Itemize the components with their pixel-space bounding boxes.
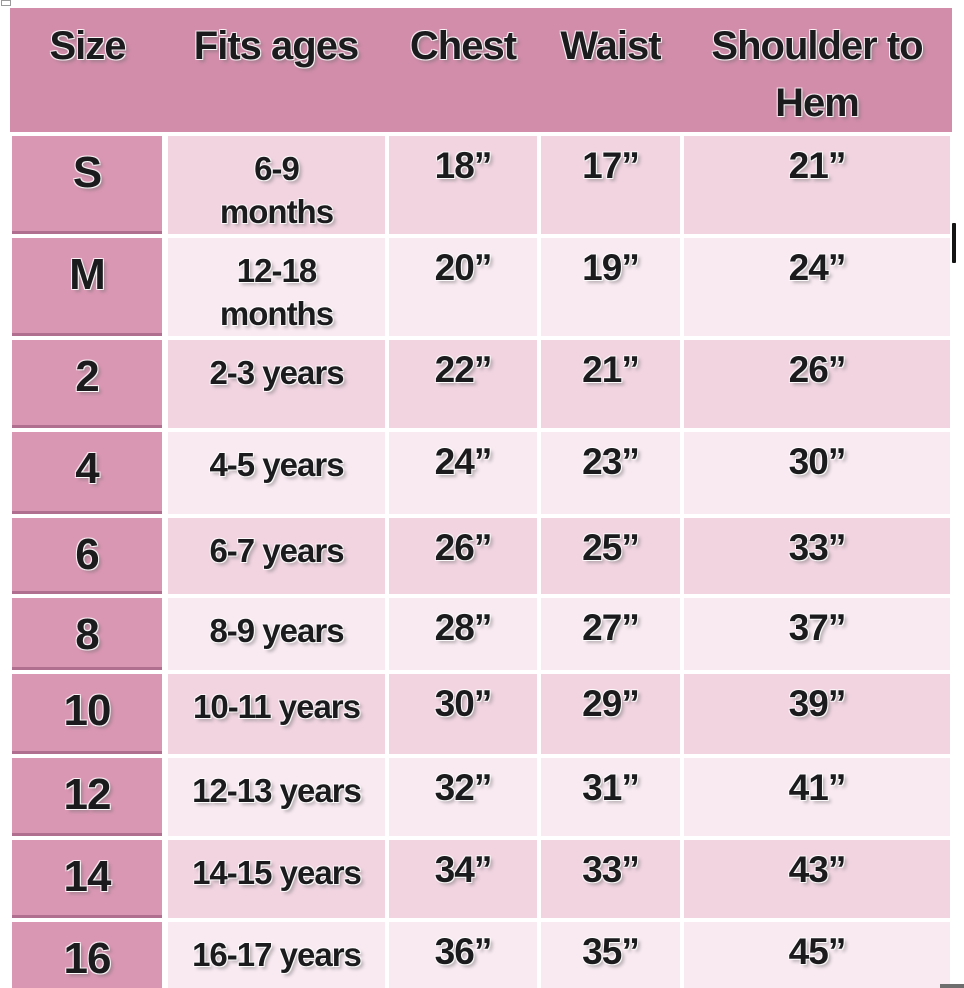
header-cell-waist: Waist [539, 8, 682, 136]
cell-fits-ages: 16-17 years [163, 917, 389, 988]
cell-fits-ages: 12-13 years [163, 753, 389, 840]
cell-shoulder-to-hem: 43” [680, 835, 954, 922]
cell-size: S [8, 131, 168, 238]
cell-chest: 30” [385, 669, 541, 758]
cell-size: M [8, 233, 168, 340]
cell-chest: 26” [385, 513, 541, 598]
cell-waist: 17” [537, 131, 684, 238]
cell-fits-ages: 12-18 months [163, 233, 389, 340]
table-row: 16 16-17 years 36” 35” 45” [8, 917, 954, 988]
header-cell-shoulder-to-hem: Shoulder to Hem [682, 8, 952, 136]
cell-fits-ages: 6-9 months [163, 131, 389, 238]
cell-shoulder-to-hem: 37” [680, 593, 954, 674]
table-row: 8 8-9 years 28” 27” 37” [8, 593, 954, 674]
cell-size: 2 [8, 335, 168, 432]
bottom-edge-artifact [940, 984, 964, 988]
cell-shoulder-to-hem: 39” [680, 669, 954, 758]
cell-chest: 18” [385, 131, 541, 238]
cell-size: 10 [8, 669, 168, 758]
cell-chest: 24” [385, 427, 541, 518]
header-cell-size: Size [10, 8, 165, 136]
cell-chest: 34” [385, 835, 541, 922]
cell-waist: 21” [537, 335, 684, 432]
cell-waist: 19” [537, 233, 684, 340]
table-row: S 6-9 months 18” 17” 21” [8, 131, 954, 238]
cell-fits-ages: 8-9 years [163, 593, 389, 674]
table-row: 10 10-11 years 30” 29” 39” [8, 669, 954, 758]
header-cell-chest: Chest [387, 8, 539, 136]
text-cursor-artifact [952, 223, 956, 263]
table-body: S 6-9 months 18” 17” 21” M 12-18 months … [8, 131, 954, 988]
cell-size: 4 [8, 427, 168, 518]
cell-shoulder-to-hem: 41” [680, 753, 954, 840]
cell-waist: 27” [537, 593, 684, 674]
table-row: 6 6-7 years 26” 25” 33” [8, 513, 954, 598]
table-row: M 12-18 months 20” 19” 24” [8, 233, 954, 340]
cell-chest: 22” [385, 335, 541, 432]
cell-size: 12 [8, 753, 168, 840]
cell-chest: 20” [385, 233, 541, 340]
cell-waist: 29” [537, 669, 684, 758]
cell-waist: 31” [537, 753, 684, 840]
cell-waist: 23” [537, 427, 684, 518]
size-chart-table: Size Fits ages Chest Waist Shoulder to H… [8, 8, 954, 988]
table-header: Size Fits ages Chest Waist Shoulder to H… [10, 8, 952, 136]
cell-size: 16 [8, 917, 168, 988]
cell-waist: 25” [537, 513, 684, 598]
table-row: 4 4-5 years 24” 23” 30” [8, 427, 954, 518]
cell-shoulder-to-hem: 30” [680, 427, 954, 518]
cell-waist: 35” [537, 917, 684, 988]
header-row: Size Fits ages Chest Waist Shoulder to H… [10, 8, 952, 136]
table-row: 2 2-3 years 22” 21” 26” [8, 335, 954, 432]
cell-fits-ages: 14-15 years [163, 835, 389, 922]
cell-chest: 32” [385, 753, 541, 840]
cell-fits-ages: 10-11 years [163, 669, 389, 758]
cell-shoulder-to-hem: 33” [680, 513, 954, 598]
cell-size: 8 [8, 593, 168, 674]
table-row: 12 12-13 years 32” 31” 41” [8, 753, 954, 840]
cell-chest: 36” [385, 917, 541, 988]
cell-fits-ages: 4-5 years [163, 427, 389, 518]
cell-size: 6 [8, 513, 168, 598]
header-cell-fits-ages: Fits ages [165, 8, 387, 136]
cell-chest: 28” [385, 593, 541, 674]
cell-shoulder-to-hem: 45” [680, 917, 954, 988]
cell-shoulder-to-hem: 24” [680, 233, 954, 340]
cell-shoulder-to-hem: 21” [680, 131, 954, 238]
cell-waist: 33” [537, 835, 684, 922]
table-row: 14 14-15 years 34” 33” 43” [8, 835, 954, 922]
corner-artifact [1, 0, 11, 6]
cell-fits-ages: 2-3 years [163, 335, 389, 432]
cell-fits-ages: 6-7 years [163, 513, 389, 598]
cell-shoulder-to-hem: 26” [680, 335, 954, 432]
cell-size: 14 [8, 835, 168, 922]
